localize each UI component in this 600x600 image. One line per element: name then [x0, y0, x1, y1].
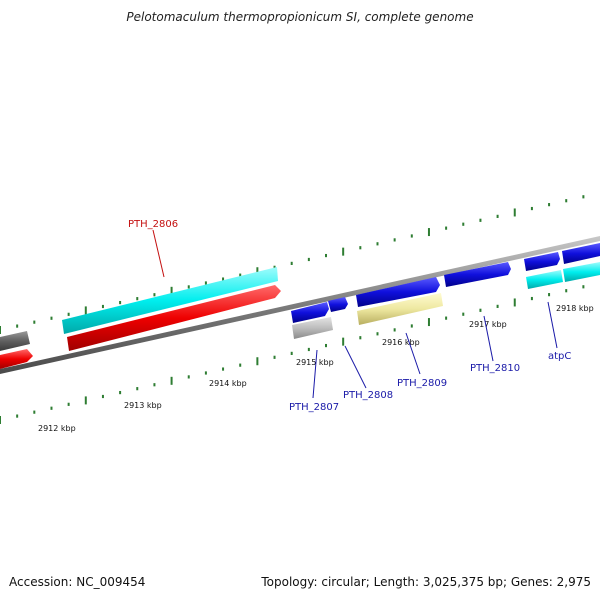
leader-pth-2809 — [405, 332, 421, 375]
gene-label-pth-2808[interactable]: PTH_2808 — [343, 390, 393, 401]
tick-label-2916: 2916 kbp — [382, 338, 420, 347]
tick-label-2914: 2914 kbp — [209, 379, 247, 388]
tick-label-2913: 2913 kbp — [124, 401, 162, 410]
feature-atpc-cyan[interactable] — [526, 270, 563, 289]
tick-label-2918: 2918 kbp — [556, 304, 594, 313]
leader-pth-2808 — [344, 345, 367, 389]
feature-pth-2806[interactable] — [62, 267, 278, 334]
leader-pth-2807 — [312, 349, 318, 399]
genome-backbone — [0, 236, 600, 374]
tick-label-2917: 2917 kbp — [469, 320, 507, 329]
feature-atpc-blue[interactable] — [524, 252, 560, 271]
feature-pth-2807-blue[interactable] — [291, 302, 329, 323]
feature-blue-2[interactable] — [328, 297, 348, 312]
feature-pth-2810-blue[interactable] — [444, 262, 511, 287]
feature-red-left[interactable] — [0, 349, 33, 369]
feature-dark-left[interactable] — [0, 331, 30, 351]
gene-label-pth-2810[interactable]: PTH_2810 — [470, 363, 520, 374]
tick-label-2912: 2912 kbp — [38, 424, 76, 433]
gene-label-pth-2809[interactable]: PTH_2809 — [397, 378, 447, 389]
leader-pth-2810 — [483, 315, 494, 362]
leader-pth-2806 — [152, 229, 165, 278]
feature-blue-right[interactable] — [562, 243, 600, 264]
gene-label-atpc[interactable]: atpC — [548, 351, 571, 362]
feature-pth-2809[interactable] — [357, 293, 443, 325]
inner-tick-track — [0, 285, 585, 424]
tick-label-2915: 2915 kbp — [296, 358, 334, 367]
feature-pth-2807-grey[interactable] — [292, 317, 333, 339]
accession-label: Accession: NC_009454 — [9, 575, 146, 589]
feature-pth-2808-blue[interactable] — [356, 277, 440, 307]
feature-red-main[interactable] — [67, 285, 281, 351]
genome-summary: Topology: circular; Length: 3,025,375 bp… — [261, 575, 591, 589]
leader-atpc — [547, 301, 558, 349]
gene-label-pth-2806[interactable]: PTH_2806 — [128, 219, 178, 230]
map-title: Pelotomaculum thermopropionicum SI, comp… — [126, 10, 474, 24]
feature-cyan-right[interactable] — [563, 262, 600, 282]
gene-label-pth-2807[interactable]: PTH_2807 — [289, 402, 339, 413]
